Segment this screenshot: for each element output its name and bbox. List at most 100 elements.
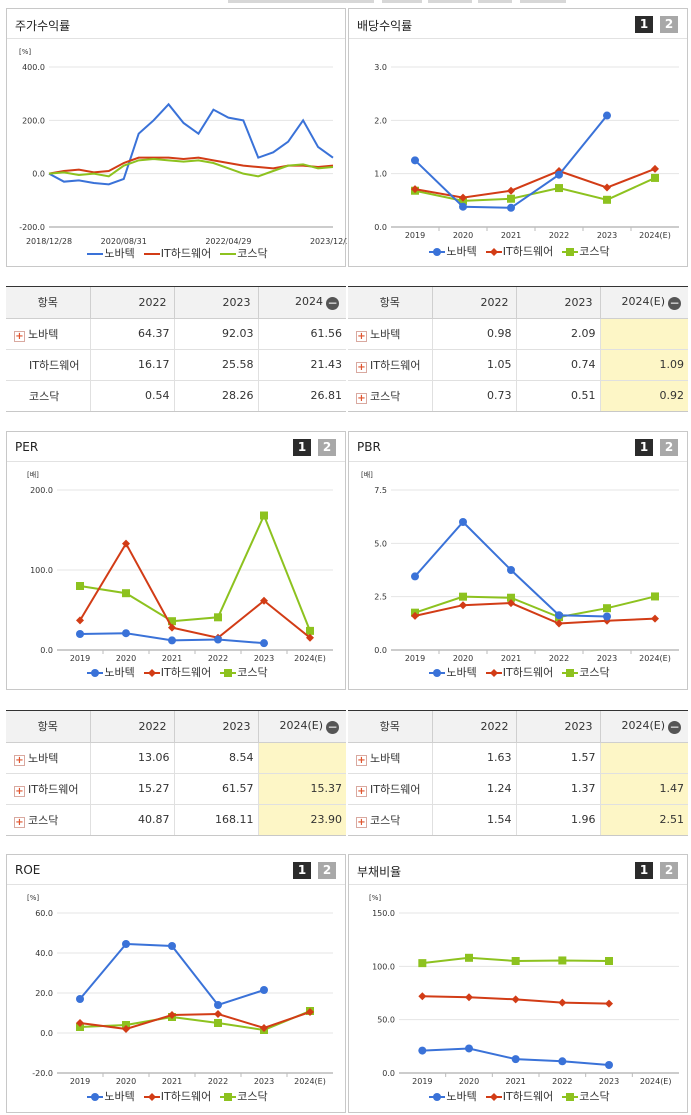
data-point [555,184,563,193]
toolbar-tab[interactable] [428,0,472,3]
panel-header: 배당수익률 1 2 [349,9,687,39]
data-point [168,636,176,645]
expand-icon[interactable]: + [356,330,367,342]
expand-icon[interactable]: + [14,330,25,342]
table-cell: 1.05 [431,349,516,381]
column-header-year: 2022 [89,711,174,743]
data-point [168,942,176,950]
toolbar-tab[interactable] [382,0,422,3]
table-cell: 15.37 [257,773,346,805]
y-tick-label: 200.0 [22,116,45,125]
panel-roe: ROE 1 2 [%] 60.0 40.0 20.0 0.0 -20.0 2019 2020 2… [6,854,346,1113]
row-label[interactable]: + 노바텍 [6,742,90,774]
x-tick-label: 2024(E) [294,1077,326,1086]
data-point [558,956,567,965]
row-label[interactable]: + 노바텍 [6,318,90,350]
column-header-year: 2024(E) − [599,287,688,319]
data-point [459,518,467,526]
page-1-button[interactable]: 1 [293,439,311,456]
data-point [459,202,467,211]
row-label[interactable]: + 코스닥 [14,813,59,828]
page-1-button[interactable]: 1 [635,439,653,456]
page-1-button[interactable]: 1 [635,16,653,33]
row-label[interactable]: + 노바텍 [348,742,432,774]
panel-title: 주가수익률 [15,19,71,33]
row-label[interactable]: + 코스닥 [356,389,401,404]
data-point [214,1019,222,1027]
row-label[interactable]: + 코스닥 [356,813,401,828]
collapse-icon[interactable]: − [668,719,681,734]
axis-unit-label: [%] [27,894,39,902]
collapse-icon[interactable]: − [326,295,339,310]
row-label[interactable]: + IT하드웨어 [348,773,432,805]
expand-icon[interactable]: + [356,785,367,797]
legend-item: 노바텍 [86,664,135,680]
table-cell: 1.24 [431,773,516,805]
page-2-button[interactable]: 2 [318,439,336,456]
page-2-button[interactable]: 2 [318,862,336,879]
y-tick-label: 2.5 [374,593,387,602]
legend-item: 노바텍 [428,243,477,259]
toolbar-tab[interactable] [478,0,512,3]
page-1-button[interactable]: 1 [293,862,311,879]
data-point [260,511,268,520]
table-cell [599,742,688,774]
y-tick-label: 50.0 [377,1016,395,1025]
y-tick-label: 0.0 [40,646,53,655]
legend-label: IT하드웨어 [502,1090,554,1103]
chart-legend: 노바텍 IT하드웨어 코스닥 [349,243,689,259]
legend-item: 노바텍 [428,664,477,680]
legend-item: 코스닥 [561,243,610,259]
toolbar-tab[interactable] [228,0,374,3]
pager: 1 2 [635,439,678,456]
data-point [306,633,314,642]
row-label[interactable]: + IT하드웨어 [6,773,90,805]
legend-swatch-icon [143,669,160,677]
data-point [214,635,222,644]
table-cell: 0.98 [431,318,516,350]
panel-dividend-yield: 배당수익률 1 2 3.0 2.0 1.0 0.0 2019 2020 2021 2022 20… [348,8,688,267]
expand-icon[interactable]: + [356,361,367,373]
x-tick-label: 2019 [70,1077,90,1086]
legend-item: 코스닥 [219,664,268,680]
panel-title: 배당수익률 [357,19,413,33]
collapse-icon[interactable]: − [326,719,339,734]
expand-icon[interactable]: + [14,754,25,766]
x-tick-label: 2021 [162,1077,182,1086]
expand-icon[interactable]: + [14,785,25,797]
y-tick-label: 400.0 [22,63,45,72]
data-point [507,593,515,602]
expand-icon[interactable]: + [14,816,25,828]
collapse-icon[interactable]: − [668,295,681,310]
data-point [465,1044,473,1053]
y-tick-label: 20.0 [35,989,53,998]
column-header-item: 항목 [6,287,90,319]
data-point [507,566,515,574]
page-2-button[interactable]: 2 [660,862,678,879]
table-cell: 168.11 [173,804,258,835]
column-header-item: 항목 [348,711,432,743]
expand-icon[interactable]: + [356,816,367,828]
page-1-button[interactable]: 1 [635,862,653,879]
column-header-year: 2023 [173,287,258,319]
row-label[interactable]: + 노바텍 [348,318,432,350]
row-label[interactable]: + IT하드웨어 [348,349,432,381]
panel-header: 부채비율 1 2 [349,855,687,885]
chart-legend: 노바텍 IT하드웨어 코스닥 [7,245,347,261]
expand-icon[interactable]: + [356,754,367,766]
x-tick-label: 2023 [597,654,617,663]
chart-legend: 노바텍 IT하드웨어 코스닥 [7,664,347,680]
row-label: IT하드웨어 [6,349,90,381]
expand-icon[interactable]: + [356,392,367,404]
toolbar-tab[interactable] [520,0,566,3]
page-2-button[interactable]: 2 [660,439,678,456]
data-point [511,995,520,1004]
column-header-year: 2022 [431,287,516,319]
column-header-year: 2023 [515,287,600,319]
per-chart: [배] 200.0 100.0 0.0 2019 2020 2021 2022 2023 2024… [27,470,333,663]
page-2-button[interactable]: 2 [660,16,678,33]
legend-item: 노바텍 [86,245,135,261]
pbr-chart: [배]7.5 5.0 2.5 0.0 2019 2020 2021 2022 2023 2024(… [361,470,679,663]
x-tick-label: 2019 [405,231,425,240]
axis-unit-label: [%] [369,894,381,902]
